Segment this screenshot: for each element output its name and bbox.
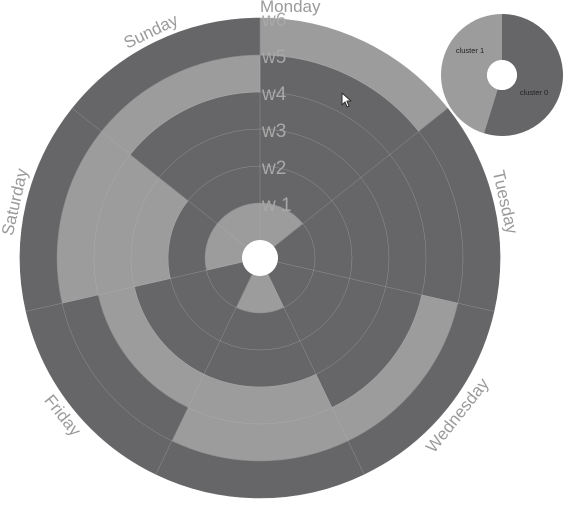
spoke-gridline xyxy=(273,108,448,247)
pie-slice-cluster-1[interactable] xyxy=(440,14,502,134)
week-label-w2: w2 xyxy=(261,158,286,179)
center-hole xyxy=(242,240,278,276)
week-label-w4: w4 xyxy=(261,84,287,105)
spoke-gridline xyxy=(155,274,253,475)
pie-slice-cluster-0[interactable] xyxy=(484,14,563,136)
spoke-gridline xyxy=(267,274,365,475)
mouse-cursor-icon xyxy=(341,92,352,108)
day-label-monday: Monday xyxy=(260,0,321,16)
spoke-gridline xyxy=(277,261,495,312)
week-label-w3: w3 xyxy=(261,121,286,142)
spoke-gridline xyxy=(25,261,243,312)
week-label-w5: w5 xyxy=(261,47,286,68)
week-label-w1: w 1 xyxy=(261,195,292,216)
pie-label-cluster-0: cluster 0 xyxy=(520,88,548,97)
week-label-w6: w6 xyxy=(261,10,286,31)
pie-center-hole xyxy=(487,60,517,90)
pie-label-cluster-1: cluster 1 xyxy=(456,46,484,55)
spoke-gridline xyxy=(72,108,247,247)
